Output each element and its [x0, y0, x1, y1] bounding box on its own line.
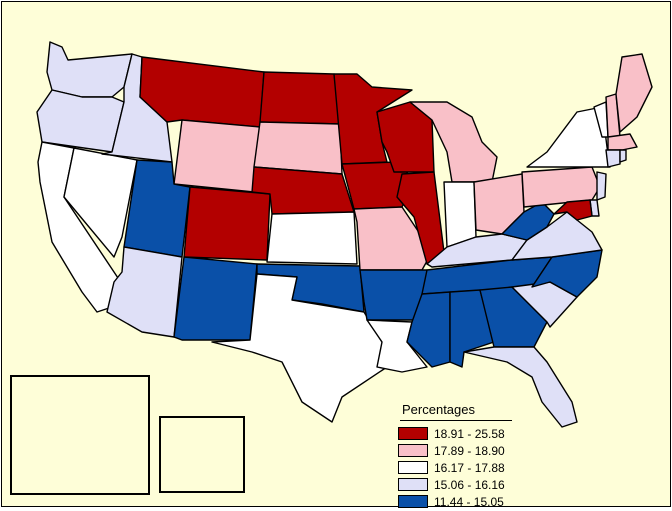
- state-AR: [359, 269, 428, 321]
- legend-swatch: [398, 427, 428, 440]
- legend-item: 17.89 - 18.90: [398, 443, 518, 458]
- state-WY: [173, 119, 261, 193]
- legend-item: 15.06 - 16.16: [398, 477, 518, 492]
- state-SD: [253, 121, 343, 175]
- legend-title: Percentages: [402, 402, 475, 417]
- state-ND: [259, 71, 341, 125]
- state-CT: [605, 149, 621, 168]
- legend-item: 16.17 - 17.88: [398, 460, 518, 475]
- state-NM: [173, 256, 258, 341]
- state-IN: [443, 181, 477, 248]
- legend-swatch: [398, 478, 428, 491]
- state-FL: [463, 346, 578, 428]
- state-CO: [183, 186, 271, 261]
- state-NV: [63, 147, 138, 258]
- state-KS: [266, 211, 358, 265]
- state-PA: [521, 166, 601, 208]
- alaska-inset-frame: [10, 375, 150, 495]
- state-MD: [553, 199, 593, 221]
- hawaii-inset-frame: [159, 416, 245, 493]
- legend-swatch: [398, 444, 428, 457]
- legend-range-label: 16.17 - 17.88: [434, 460, 505, 475]
- state-MA: [607, 133, 638, 151]
- state-OR: [36, 89, 125, 153]
- legend-rows: 18.91 - 25.58 17.89 - 18.90 16.17 - 17.88 1…: [398, 426, 518, 509]
- state-MI: [409, 101, 498, 183]
- state-RI: [619, 149, 627, 163]
- legend: Percentages 18.91 - 25.58 17.89 - 18.90 16…: [398, 402, 518, 511]
- state-ME: [615, 53, 653, 133]
- legend-item: 11.44 - 15.05: [398, 494, 518, 509]
- state-NJ: [596, 171, 607, 201]
- legend-divider: [400, 420, 512, 421]
- state-WA: [46, 41, 133, 98]
- state-TX: [211, 273, 388, 423]
- legend-swatch: [398, 461, 428, 474]
- legend-range-label: 18.91 - 25.58: [434, 426, 505, 441]
- state-GA: [479, 286, 548, 348]
- legend-item: 18.91 - 25.58: [398, 426, 518, 441]
- legend-range-label: 11.44 - 15.05: [434, 494, 504, 509]
- state-AZ: [106, 246, 183, 338]
- legend-range-label: 17.89 - 18.90: [434, 443, 505, 458]
- legend-swatch: [398, 495, 428, 508]
- legend-range-label: 15.06 - 16.16: [434, 477, 505, 492]
